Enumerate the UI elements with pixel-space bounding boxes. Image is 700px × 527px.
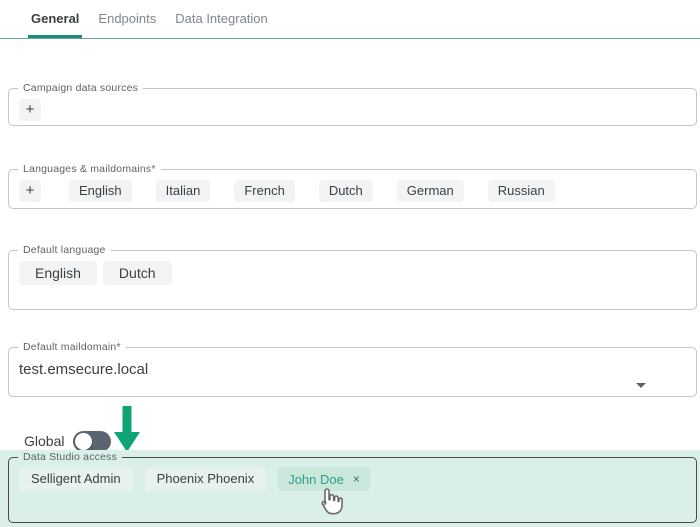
remove-chip-icon[interactable]: × <box>352 472 360 486</box>
default-maildomain-label: Default maildomain* <box>23 341 121 353</box>
global-toggle-row: Global <box>24 429 112 453</box>
default-language-chip[interactable]: English <box>19 261 97 285</box>
annotation-arrow-down-icon <box>114 406 140 452</box>
data-studio-access-label: Data Studio access <box>23 451 118 463</box>
global-label: Global <box>24 433 65 449</box>
default-language-label: Default language <box>23 244 106 256</box>
default-language-chip[interactable]: Dutch <box>102 261 172 285</box>
campaign-data-sources-label: Campaign data sources <box>23 82 139 94</box>
hand-cursor-icon <box>321 488 343 515</box>
add-language-button[interactable]: + <box>19 180 41 202</box>
tab[interactable]: General <box>28 0 82 38</box>
chevron-down-icon[interactable] <box>636 383 646 388</box>
language-chip[interactable]: Dutch <box>318 180 373 202</box>
default-maildomain-select[interactable]: Default maildomain* test.emsecure.local <box>8 341 697 397</box>
global-toggle[interactable] <box>73 430 112 452</box>
add-campaign-source-button[interactable]: + <box>19 99 41 121</box>
data-studio-user-chip-john-doe[interactable]: John Doe × <box>278 467 370 491</box>
tab[interactable]: Endpoints <box>95 0 159 38</box>
language-chip[interactable]: French <box>234 180 295 202</box>
languages-maildomains-label: Languages & maildomains* <box>23 163 156 175</box>
language-chip[interactable]: Italian <box>155 180 211 202</box>
toggle-knob <box>75 432 93 450</box>
chip-label: John Doe <box>288 471 344 487</box>
languages-maildomains-field: Languages & maildomains* + English Italia… <box>8 163 697 209</box>
default-language-field: Default language English Dutch <box>8 244 697 310</box>
tab-bar: General Endpoints Data Integration <box>0 0 700 39</box>
tab[interactable]: Data Integration <box>172 0 271 38</box>
data-studio-highlight-section: Data Studio access Selligent Admin Phoeni… <box>0 450 700 527</box>
default-maildomain-value: test.emsecure.local <box>19 361 149 378</box>
language-chip[interactable]: Russian <box>487 180 555 202</box>
campaign-data-sources-field: Campaign data sources + <box>8 82 697 126</box>
data-studio-user-chip[interactable]: Selligent Admin <box>19 467 133 491</box>
language-chip[interactable]: English <box>69 180 132 202</box>
language-chip[interactable]: German <box>396 180 464 202</box>
data-studio-access-field: Data Studio access Selligent Admin Phoeni… <box>8 451 697 523</box>
data-studio-user-chip[interactable]: Phoenix Phoenix <box>144 467 267 491</box>
